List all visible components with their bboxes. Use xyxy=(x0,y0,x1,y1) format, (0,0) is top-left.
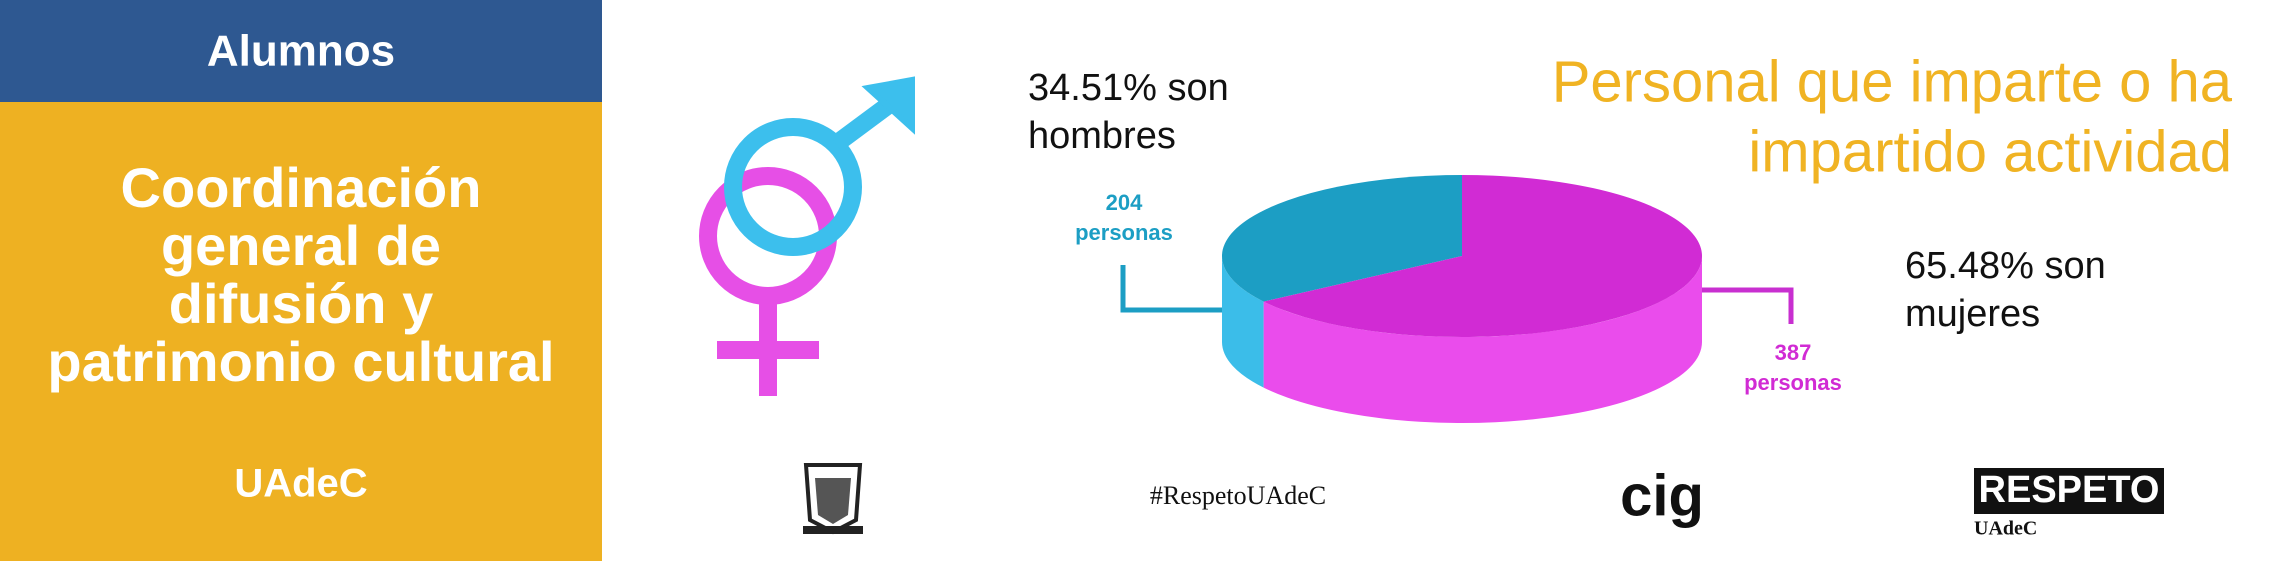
header-text: Alumnos xyxy=(207,27,395,76)
sidebar-title-line: Coordinación xyxy=(121,156,482,219)
hashtag-logo: #RespetoUAdeC xyxy=(1150,481,1326,510)
value-label: 387 xyxy=(1775,340,1812,365)
value-label: 204 xyxy=(1106,190,1143,215)
pie-side xyxy=(1222,256,1264,388)
header-band xyxy=(0,0,602,102)
value-label: personas xyxy=(1744,370,1842,395)
pie-side xyxy=(1263,256,1702,424)
cig-logo: cig xyxy=(1620,463,1704,528)
leader-line xyxy=(1120,265,1228,313)
annotation: 65.48% son xyxy=(1905,245,2106,287)
gender-icon xyxy=(699,76,915,396)
leader-line xyxy=(1700,287,1794,324)
respeto-box xyxy=(1974,468,2164,514)
pie-slice xyxy=(1222,175,1462,302)
annotation: hombres xyxy=(1028,115,1176,157)
annotation: mujeres xyxy=(1905,293,2040,335)
value-label: personas xyxy=(1075,220,1173,245)
sidebar-title-line: general de xyxy=(161,214,441,277)
sidebar-subtitle: UAdeC xyxy=(234,462,367,506)
chart-title: impartido actividad xyxy=(1748,119,2232,184)
male-ring xyxy=(724,118,862,256)
crest-logo xyxy=(803,463,863,535)
pie-chart xyxy=(1222,175,1702,424)
chart-title: Personal que imparte o ha xyxy=(1552,49,2233,114)
sidebar-title-line: difusión y xyxy=(169,272,433,335)
male-arrow xyxy=(861,76,915,135)
sidebar-title-line: patrimonio cultural xyxy=(47,330,554,393)
title-band xyxy=(0,102,602,561)
pie-slice xyxy=(1263,175,1702,337)
respeto-sub: UAdeC xyxy=(1974,518,2037,540)
respeto-logo: RESPETO xyxy=(1979,469,2160,511)
annotation: 34.51% son xyxy=(1028,67,1229,109)
